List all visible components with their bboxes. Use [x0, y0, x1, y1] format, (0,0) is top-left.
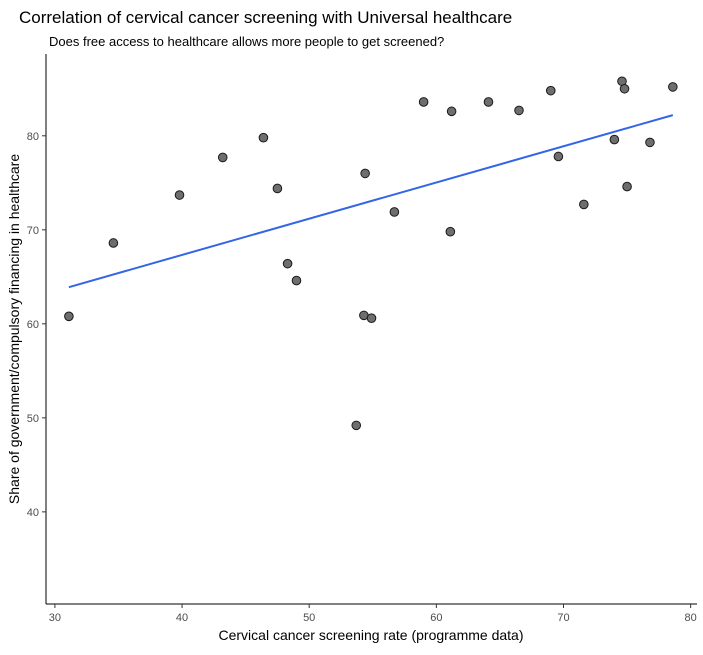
data-point: [64, 311, 74, 322]
data-point: [258, 132, 269, 143]
data-point: [483, 97, 494, 107]
y-axis-title: Share of government/compulsory financing…: [6, 154, 22, 504]
x-tick-label: 80: [685, 612, 697, 624]
data-point: [545, 85, 556, 96]
x-tick-label: 50: [303, 612, 315, 624]
data-point: [389, 207, 400, 217]
data-point: [645, 137, 655, 148]
trend-line: [68, 114, 674, 289]
data-point: [174, 190, 185, 200]
x-tick-label: 70: [557, 612, 569, 624]
data-point: [553, 151, 564, 162]
y-tick-label: 60: [27, 319, 39, 331]
y-axis-ticks: 40 50 60 70 80: [27, 131, 46, 519]
x-tick-label: 40: [176, 612, 188, 624]
y-tick-label: 40: [27, 507, 39, 519]
data-point: [360, 168, 370, 179]
data-point: [514, 105, 524, 116]
y-tick-label: 70: [27, 225, 39, 237]
data-point: [282, 258, 293, 269]
data-point: [668, 82, 678, 92]
x-axis-title: Cervical cancer screening rate (programm…: [218, 627, 523, 643]
data-point: [272, 183, 283, 194]
data-point: [445, 226, 456, 237]
data-points: [64, 76, 678, 431]
chart-title: Correlation of cervical cancer screening…: [19, 8, 512, 27]
x-axis-ticks: 30 40 50 60 70 80: [49, 604, 697, 624]
data-point: [291, 275, 302, 286]
x-tick-label: 30: [49, 612, 61, 624]
data-point: [217, 152, 228, 163]
data-point: [446, 106, 457, 117]
y-tick-label: 50: [27, 413, 39, 425]
data-point: [609, 134, 620, 145]
data-point: [351, 420, 362, 431]
chart-subtitle: Does free access to healthcare allows mo…: [49, 34, 444, 49]
data-point: [619, 83, 630, 94]
y-tick-label: 80: [27, 131, 39, 143]
trend-line-group: [68, 114, 674, 289]
data-point: [366, 313, 377, 323]
data-point: [418, 97, 429, 107]
x-tick-label: 60: [430, 612, 442, 624]
data-point: [622, 181, 632, 192]
data-point: [579, 199, 589, 210]
data-point: [108, 238, 119, 248]
